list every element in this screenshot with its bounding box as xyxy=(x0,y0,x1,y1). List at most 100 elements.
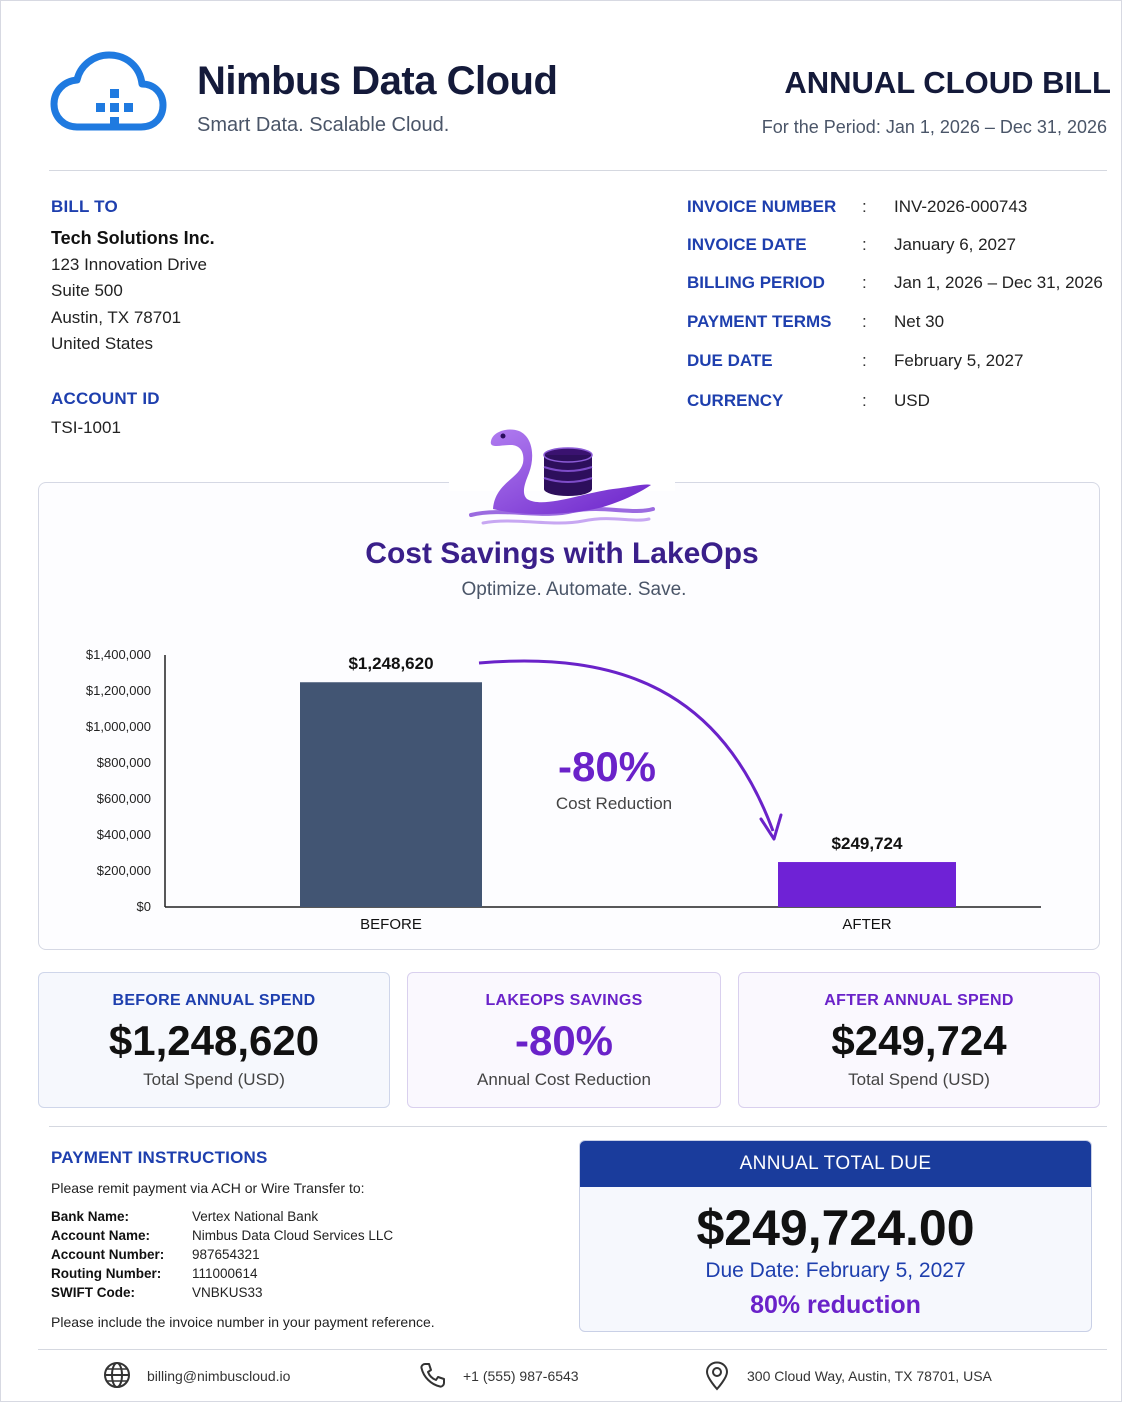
savings-label: LAKEOPS SAVINGS xyxy=(485,992,643,1009)
footer-phone[interactable]: +1 (555) 987-6543 xyxy=(419,1361,639,1391)
invoice-date-row: INVOICE DATE : January 6, 2027 xyxy=(687,235,1117,257)
y-tick-label: $0 xyxy=(137,899,151,914)
cloud-logo-icon xyxy=(50,51,167,131)
due-date-label: DUE DATE xyxy=(687,351,773,370)
savings-caption: Annual Cost Reduction xyxy=(477,1070,651,1089)
billing-period-row: BILLING PERIOD : Jan 1, 2026 – Dec 31, 2… xyxy=(687,273,1117,295)
total-due-box: ANNUAL TOTAL DUE $249,724.00 Due Date: F… xyxy=(579,1140,1092,1332)
invoice-date-label: INVOICE DATE xyxy=(687,235,807,254)
currency-value: USD xyxy=(894,391,930,410)
invoice-number-value: INV-2026-000743 xyxy=(894,197,1028,216)
location-pin-icon xyxy=(705,1361,729,1391)
bar-before xyxy=(300,682,482,907)
routing-number-row: Routing Number: 111000614 xyxy=(51,1266,551,1284)
footer-address-text: 300 Cloud Way, Austin, TX 78701, USA xyxy=(747,1368,992,1384)
chart-title: Cost Savings with LakeOps xyxy=(365,537,759,570)
payment-note: Please include the invoice number in you… xyxy=(51,1314,435,1330)
account-number-row: Account Number: 987654321 xyxy=(51,1247,551,1265)
y-tick-label: $200,000 xyxy=(97,863,151,878)
bar-value-label: $249,724 xyxy=(832,834,903,853)
colon-separator: : xyxy=(862,197,867,216)
billing-period-label: BILLING PERIOD xyxy=(687,273,825,292)
before-spend-label: BEFORE ANNUAL SPEND xyxy=(112,992,316,1009)
savings-card: LAKEOPS SAVINGS -80% Annual Cost Reducti… xyxy=(407,972,721,1108)
bank-row-key: Account Name: xyxy=(51,1228,151,1243)
bar-after xyxy=(778,862,956,907)
before-spend-card: BEFORE ANNUAL SPEND $1,248,620 Total Spe… xyxy=(38,972,390,1108)
after-spend-card: AFTER ANNUAL SPEND $249,724 Total Spend … xyxy=(738,972,1100,1108)
footer-divider xyxy=(38,1349,1107,1350)
bank-row-value: VNBKUS33 xyxy=(192,1285,263,1300)
total-due-reduction: 80% reduction xyxy=(750,1291,921,1319)
bank-row-value: 111000614 xyxy=(192,1266,258,1281)
brand-tagline: Smart Data. Scalable Cloud. xyxy=(197,114,450,136)
y-tick-label: $1,400,000 xyxy=(86,647,151,662)
document-period: For the Period: Jan 1, 2026 – Dec 31, 20… xyxy=(761,117,1107,137)
total-due-amount: $249,724.00 xyxy=(696,1200,975,1256)
section-divider xyxy=(49,1126,1107,1127)
total-due-header: ANNUAL TOTAL DUE xyxy=(580,1141,1091,1187)
bill-to-company: Tech Solutions Inc. xyxy=(51,228,215,248)
bank-row-value: 987654321 xyxy=(192,1247,260,1262)
lake-monster-mascot-icon xyxy=(469,429,655,525)
bank-row-value: Vertex National Bank xyxy=(192,1209,319,1224)
invoice-number-row: INVOICE NUMBER : INV-2026-000743 xyxy=(687,197,1117,219)
footer-address[interactable]: 300 Cloud Way, Austin, TX 78701, USA xyxy=(703,1361,1023,1391)
y-tick-label: $1,200,000 xyxy=(86,683,151,698)
reduction-percent: -80% xyxy=(558,743,656,790)
footer-email[interactable]: billing@nimbuscloud.io xyxy=(103,1361,363,1391)
colon-separator: : xyxy=(862,391,867,410)
bank-row-key: Account Number: xyxy=(51,1247,165,1262)
colon-separator: : xyxy=(862,235,867,254)
reduction-arrow-head xyxy=(759,813,783,841)
payment-terms-row: PAYMENT TERMS : Net 30 xyxy=(687,312,1117,334)
after-spend-label: AFTER ANNUAL SPEND xyxy=(824,992,1014,1009)
globe-icon xyxy=(104,1362,130,1388)
phone-icon xyxy=(420,1363,445,1388)
header-divider xyxy=(49,170,1107,171)
after-spend-caption: Total Spend (USD) xyxy=(848,1070,990,1089)
x-category-label: AFTER xyxy=(842,916,891,933)
currency-row: CURRENCY : USD xyxy=(687,391,1117,413)
colon-separator: : xyxy=(862,273,867,292)
bank-row-key: Routing Number: xyxy=(51,1266,162,1281)
after-spend-value: $249,724 xyxy=(831,1017,1007,1064)
invoice-number-label: INVOICE NUMBER xyxy=(687,197,837,216)
y-tick-label: $600,000 xyxy=(97,791,151,806)
address-line: Suite 500 xyxy=(51,281,123,300)
invoice-date-value: January 6, 2027 xyxy=(894,235,1016,254)
footer-email-text: billing@nimbuscloud.io xyxy=(147,1368,291,1384)
x-category-label: BEFORE xyxy=(360,916,422,933)
savings-value: -80% xyxy=(514,1017,614,1064)
cost-bar-chart: $0 $200,000 $400,000 $600,000 $800,000 $1,000… xyxy=(86,647,1041,933)
bank-name-row: Bank Name: Vertex National Bank xyxy=(51,1209,551,1227)
currency-label: CURRENCY xyxy=(687,391,784,410)
swift-code-row: SWIFT Code: VNBKUS33 xyxy=(51,1285,551,1303)
bank-row-key: SWIFT Code: xyxy=(51,1285,135,1300)
billing-period-value: Jan 1, 2026 – Dec 31, 2026 xyxy=(894,273,1103,292)
footer-phone-text: +1 (555) 987-6543 xyxy=(463,1368,579,1384)
bank-row-value: Nimbus Data Cloud Services LLC xyxy=(192,1228,394,1243)
document-title: ANNUAL CLOUD BILL xyxy=(784,65,1111,100)
total-due-date: Due Date: February 5, 2027 xyxy=(705,1259,966,1282)
account-name-row: Account Name: Nimbus Data Cloud Services… xyxy=(51,1228,551,1246)
due-date-value: February 5, 2027 xyxy=(894,351,1024,370)
reduction-arrow xyxy=(478,659,775,832)
before-spend-caption: Total Spend (USD) xyxy=(143,1070,285,1089)
bill-to-label: BILL TO xyxy=(51,197,118,216)
payment-terms-value: Net 30 xyxy=(894,312,945,331)
y-tick-label: $1,000,000 xyxy=(86,719,151,734)
colon-separator: : xyxy=(862,351,867,370)
address-line: Austin, TX 78701 xyxy=(51,308,182,327)
chart-subtitle: Optimize. Automate. Save. xyxy=(461,579,687,600)
payment-intro: Please remit payment via ACH or Wire Tra… xyxy=(51,1180,365,1196)
y-tick-label: $800,000 xyxy=(97,755,151,770)
account-id-label: ACCOUNT ID xyxy=(51,389,160,408)
due-date-row: DUE DATE : February 5, 2027 xyxy=(687,351,1117,373)
address-line: United States xyxy=(51,334,154,353)
account-id-value: TSI-1001 xyxy=(51,418,121,437)
reduction-caption: Cost Reduction xyxy=(556,794,672,813)
y-tick-label: $400,000 xyxy=(97,827,151,842)
payment-instructions-label: PAYMENT INSTRUCTIONS xyxy=(51,1148,268,1167)
